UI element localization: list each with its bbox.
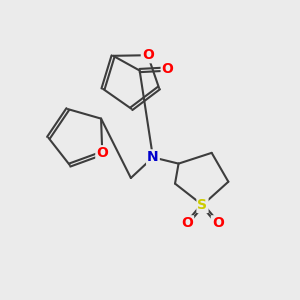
- Text: O: O: [212, 216, 224, 230]
- Text: N: N: [147, 150, 159, 164]
- Text: S: S: [197, 198, 208, 212]
- Text: O: O: [162, 62, 174, 76]
- Text: O: O: [96, 146, 108, 160]
- Text: O: O: [142, 48, 154, 62]
- Text: O: O: [181, 216, 193, 230]
